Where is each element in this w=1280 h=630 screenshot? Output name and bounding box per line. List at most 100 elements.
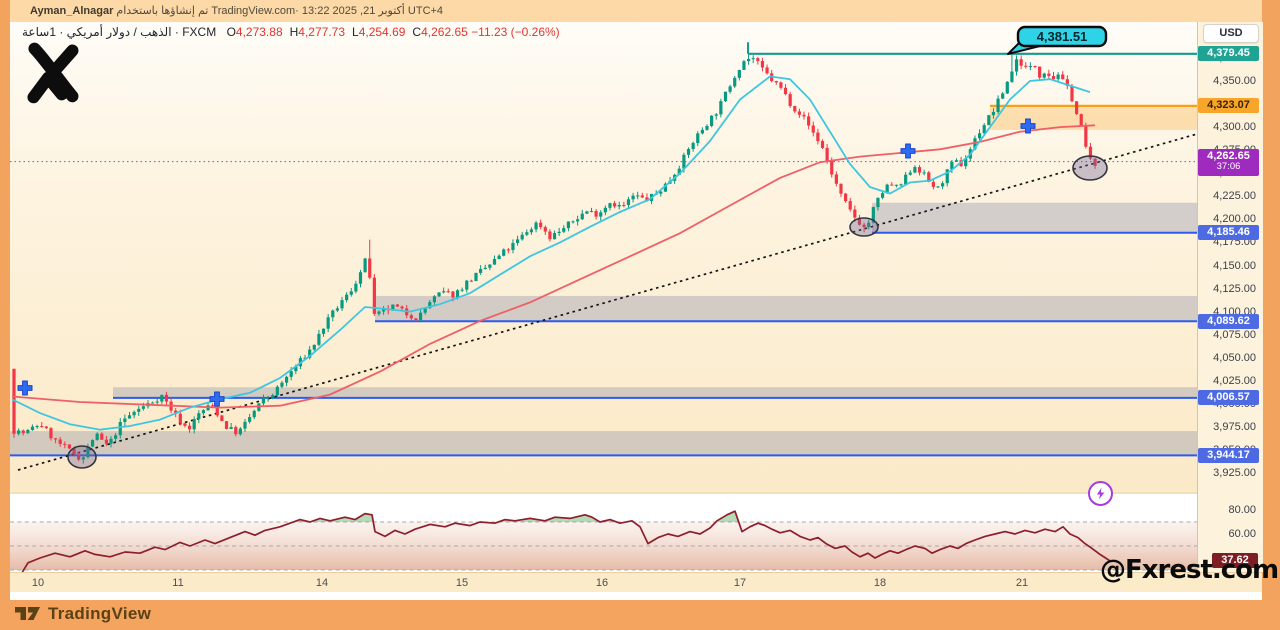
exchange-label: FXCM — [182, 25, 217, 39]
zone-rect — [872, 202, 1197, 233]
candle-body — [1010, 71, 1014, 82]
candle-body — [945, 169, 949, 184]
candle-body — [552, 233, 557, 240]
rsi-tick: 60.00 — [1228, 528, 1256, 540]
candle-body — [400, 306, 404, 309]
plus-marker — [209, 391, 225, 407]
candle-body — [631, 195, 635, 200]
candle-body — [793, 105, 797, 112]
candle-body — [474, 272, 478, 282]
separator-dot: · — [174, 25, 179, 39]
candle-body — [275, 386, 279, 396]
callout-price-text: 4,381.51 — [1037, 29, 1088, 44]
candle-body — [312, 344, 316, 350]
rsi-overbought-fill — [715, 511, 739, 522]
zone-rect — [113, 387, 1197, 398]
candle-body — [529, 229, 534, 233]
candle-body — [885, 184, 889, 194]
candle-body — [201, 410, 206, 414]
watermark: @Fxrest.com — [1100, 555, 1279, 585]
candle-body — [358, 272, 363, 284]
candle-body — [423, 308, 427, 313]
candle-body — [797, 111, 801, 115]
candle-body — [571, 221, 575, 223]
candle-body — [691, 143, 695, 150]
candle-body — [913, 167, 917, 173]
candle-body — [848, 201, 852, 210]
price-tick: 3,925.00 — [1213, 467, 1256, 480]
candle-body — [977, 133, 982, 139]
candle-body — [520, 234, 524, 240]
candle-body — [340, 300, 344, 309]
candle-body — [479, 268, 483, 273]
candle-body — [645, 197, 649, 202]
candle-body — [100, 433, 104, 440]
rsi-pane[interactable] — [10, 494, 1197, 577]
ohlc-values: O4,273.88 H4,277.73 L4,254.69 C4,262.65 — [220, 25, 468, 39]
candle-body — [1024, 65, 1028, 67]
candle-body — [21, 430, 25, 434]
candle-body — [127, 415, 132, 419]
plus-markers[interactable] — [17, 118, 1036, 407]
candle-body — [1075, 101, 1079, 115]
candle-body — [395, 304, 400, 307]
candle-body — [1014, 59, 1019, 72]
x-logo-icon — [27, 42, 79, 104]
candle-body — [81, 457, 85, 460]
candle-body — [151, 402, 155, 404]
candle-body — [197, 413, 201, 420]
time-axis[interactable]: 10 11 14 15 16 17 18 21 — [10, 572, 1262, 593]
candle-body — [30, 426, 35, 430]
callout-box — [1016, 25, 1108, 48]
tradingview-wordmark: TradingView — [48, 604, 152, 623]
candle-body — [331, 310, 335, 318]
plus-marker — [900, 143, 916, 159]
high-level-line[interactable] — [747, 42, 1197, 55]
candle-body — [372, 277, 376, 314]
candle-body — [927, 172, 931, 182]
candle-body — [141, 406, 145, 409]
time-label: 16 — [595, 577, 609, 589]
site-name: TradingView.com· — [211, 5, 299, 17]
plus-marker — [17, 380, 33, 396]
tradingview-logo-icon — [15, 607, 40, 620]
ellipse-annotation — [849, 217, 879, 237]
candle-body — [178, 413, 182, 424]
candle-body — [164, 394, 169, 402]
support-zones[interactable] — [10, 202, 1197, 457]
time-label: 11 — [172, 577, 184, 589]
price-label-blue: 3,944.17 — [1198, 447, 1259, 463]
price-tick: 4,150.00 — [1213, 259, 1256, 272]
zone-rect — [10, 431, 1197, 456]
ma-fast-line — [11, 75, 1091, 431]
candle-body — [904, 174, 908, 185]
candle-body — [783, 87, 788, 95]
candle-body — [349, 291, 353, 295]
ma-slow-line — [11, 124, 1096, 409]
candle-body — [589, 211, 594, 213]
symbol-info-row: الذهب / دولار أمريكي · 1ساعة · FXCM O4,2… — [22, 25, 560, 39]
usd-button[interactable]: USD — [1203, 24, 1259, 43]
candle-body — [566, 221, 570, 229]
candle-body — [710, 115, 714, 126]
ellipse-annotations[interactable] — [67, 155, 1108, 469]
author-name: Ayman_Alnagar — [30, 5, 114, 17]
candle-body — [409, 315, 413, 319]
candle-body — [834, 174, 838, 184]
candle-body — [1061, 74, 1065, 80]
price-callout[interactable]: 4,381.51 — [1007, 25, 1108, 55]
tradingview-link[interactable]: TradingView — [14, 604, 151, 624]
candle-body — [220, 415, 224, 422]
candle-body — [964, 158, 968, 167]
candle-body — [876, 197, 880, 208]
candle-body — [317, 333, 321, 345]
candle-body — [1088, 146, 1093, 159]
candle-body — [248, 417, 252, 422]
time-label: 14 — [315, 577, 329, 589]
candle-body — [261, 397, 266, 404]
candle-body — [807, 116, 811, 126]
lightning-button[interactable] — [1088, 481, 1113, 506]
candle-body — [377, 311, 381, 314]
candle-body — [825, 147, 829, 161]
